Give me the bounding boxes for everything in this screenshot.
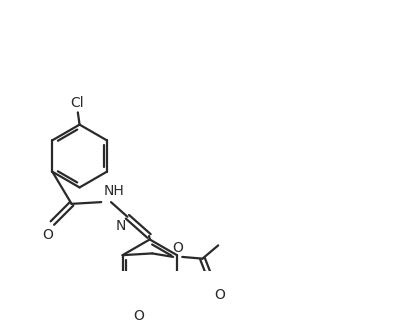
Text: O: O <box>133 309 144 323</box>
Text: N: N <box>115 218 126 232</box>
Text: NH: NH <box>104 184 125 198</box>
Text: O: O <box>172 241 183 255</box>
Text: Cl: Cl <box>70 96 84 110</box>
Text: O: O <box>214 288 225 302</box>
Text: O: O <box>43 228 54 242</box>
